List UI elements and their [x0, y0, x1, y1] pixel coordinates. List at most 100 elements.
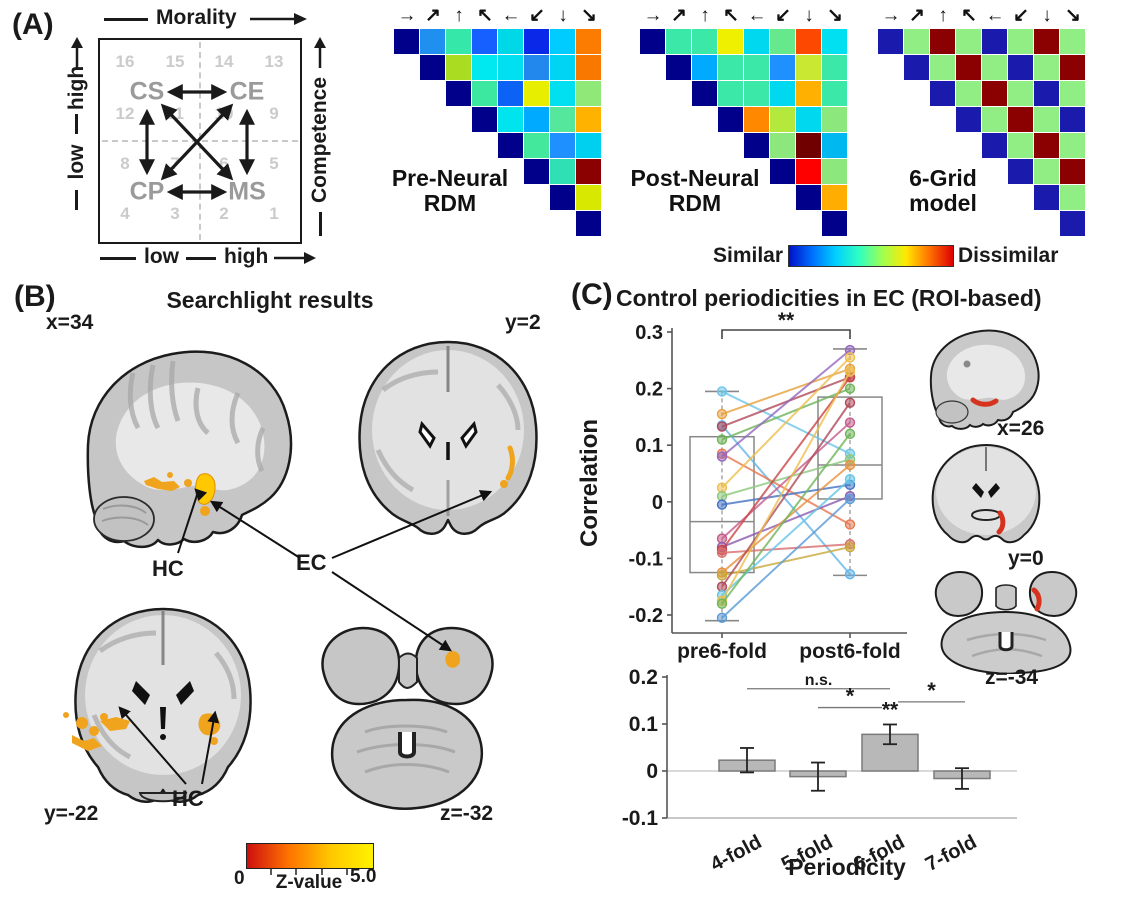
- brain-slice-coronal-y0: [931, 443, 1041, 544]
- rdm-cell: [770, 81, 795, 106]
- rdm-cell: [550, 55, 575, 80]
- rdm-cell: [524, 81, 549, 106]
- rdm-cell: [796, 107, 821, 132]
- rdm-cell: [770, 159, 795, 184]
- rdm-cell: [718, 29, 743, 54]
- svg-text:-0.1: -0.1: [629, 548, 663, 570]
- rdm-cell: [1060, 211, 1085, 236]
- rdm-cell: [576, 185, 601, 210]
- rdm-cell: [666, 55, 691, 80]
- svg-text:*: *: [927, 678, 936, 703]
- direction-arrow-icon: ↗: [909, 5, 925, 26]
- panel-b-title: Searchlight results: [166, 287, 374, 313]
- rdm-cell: [1034, 107, 1059, 132]
- slice-coordinate-z-32: z=-32: [440, 802, 494, 825]
- ventricles: [972, 483, 1000, 498]
- direction-arrow-icon: ↓: [1042, 5, 1052, 26]
- grid-number: 4: [120, 204, 130, 223]
- direction-arrow-icon: ↘: [827, 5, 843, 26]
- panel-c-title: Control periodicities in EC (ROI-based): [616, 285, 1042, 311]
- slice-coordinate-x26: x=26: [997, 417, 1045, 440]
- rdm-cell: [956, 81, 981, 106]
- rdm-cell: [718, 81, 743, 106]
- rdm-cell: [1060, 81, 1085, 106]
- quadrant-arrows: [139, 84, 255, 200]
- rdm-grid: [640, 29, 848, 237]
- rdm-cell: [550, 185, 575, 210]
- rdm-cell: [420, 55, 445, 80]
- similar-label: Similar: [713, 244, 784, 267]
- panel-b-label: (B): [14, 280, 56, 313]
- rdm-cell: [472, 107, 497, 132]
- svg-text:*: *: [846, 684, 855, 709]
- up-arrow-icon: [314, 37, 326, 68]
- rdm-cell: [982, 133, 1007, 158]
- direction-arrow-icon: ↘: [1065, 5, 1081, 26]
- rdm-cell: [1060, 29, 1085, 54]
- brain-slice-sagittal-x26: [929, 329, 1040, 430]
- rdm-cell: [718, 107, 743, 132]
- six-grid-model-label: 6-Grid model: [909, 165, 977, 216]
- ec-roi-mark: [1031, 587, 1042, 612]
- rdm-cell: [1060, 133, 1085, 158]
- rdm-cell: [1060, 159, 1085, 184]
- rdm-cell: [692, 29, 717, 54]
- direction-arrow-icon: ↑: [700, 5, 710, 26]
- direction-arrow-icon: ↓: [804, 5, 814, 26]
- rdm-cell: [744, 29, 769, 54]
- rdm-cell: [822, 107, 847, 132]
- direction-arrow-icon: ↖: [723, 5, 739, 26]
- direction-arrow-icon: ←: [747, 5, 767, 26]
- right-arrow-icon: [250, 13, 307, 25]
- grid-number: 8: [120, 154, 130, 173]
- rdm-cell: [692, 81, 717, 106]
- panel-a-label: (A): [12, 8, 54, 41]
- rdm-cell: [822, 133, 847, 158]
- direction-arrow-icon: ↙: [529, 5, 545, 26]
- direction-arrow-icon: ↑: [938, 5, 948, 26]
- rdm-cell: [770, 133, 795, 158]
- rdm-cell: [446, 81, 471, 106]
- axis-line: [75, 114, 78, 134]
- svg-text:pre6-fold: pre6-fold: [677, 640, 767, 663]
- svg-text:0.1: 0.1: [635, 435, 663, 457]
- pre-neural-rdm-label: Pre-Neural RDM: [391, 165, 509, 216]
- direction-arrow-icon: ↙: [775, 5, 791, 26]
- brain-slice-axial-z32: [321, 626, 494, 810]
- rdm-cell: [1008, 159, 1033, 184]
- quadrant-ms-label: MS: [228, 177, 266, 206]
- z-value-max: 5.0: [350, 866, 377, 887]
- rdm-cell: [1034, 29, 1059, 54]
- brain-slice-coronal-y22: [63, 607, 252, 803]
- panel-c-label: (C): [571, 278, 613, 311]
- rdm-cell: [904, 29, 929, 54]
- grid-number: 15: [165, 52, 185, 71]
- svg-text:0: 0: [652, 492, 663, 514]
- rdm-cell: [1034, 55, 1059, 80]
- slice-coordinate-x34: x=34: [46, 311, 94, 334]
- rdm-cell: [550, 81, 575, 106]
- brain-slice-axial-z34: [934, 570, 1078, 674]
- svg-text:0.3: 0.3: [635, 322, 663, 344]
- ec-roi-mark: [970, 397, 999, 407]
- z-value-label: Z-value: [275, 872, 343, 893]
- grid-number: 16: [115, 52, 135, 71]
- svg-text:-0.2: -0.2: [629, 605, 663, 627]
- bottom-axis-low-label: low: [144, 245, 179, 268]
- rdm-cell: [446, 29, 471, 54]
- slice-coordinate-z-34: z=-34: [985, 666, 1039, 689]
- rdm-cell: [498, 107, 523, 132]
- rdm-cell: [982, 81, 1007, 106]
- svg-text:Correlation: Correlation: [576, 419, 603, 547]
- hc-activation: [144, 472, 210, 516]
- left-axis-high-label: high: [65, 65, 88, 111]
- left-axis-low-label: low: [65, 144, 88, 180]
- rdm-cell: [930, 55, 955, 80]
- rdm-cell: [498, 55, 523, 80]
- rdm-cell: [1060, 107, 1085, 132]
- up-arrow-icon: [71, 37, 83, 68]
- rdm-cell: [796, 55, 821, 80]
- rdm-cell: [822, 211, 847, 236]
- svg-text:0.2: 0.2: [635, 379, 663, 401]
- svg-text:n.s.: n.s.: [805, 672, 833, 689]
